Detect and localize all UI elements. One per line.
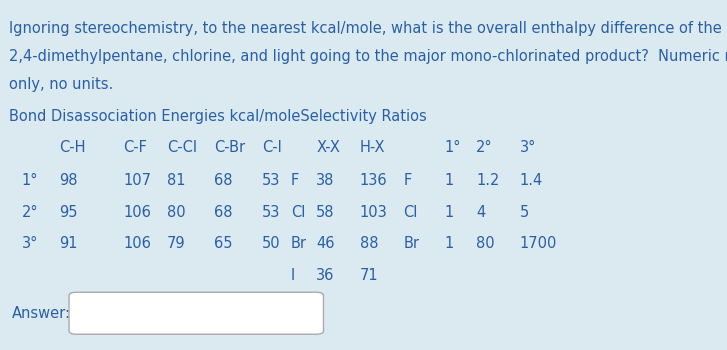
Text: 68: 68 xyxy=(214,205,233,220)
Text: Bond Disassociation Energies kcal/moleSelectivity Ratios: Bond Disassociation Energies kcal/moleSe… xyxy=(9,108,427,124)
Text: 106: 106 xyxy=(124,236,151,251)
Text: Answer:: Answer: xyxy=(12,306,71,321)
Text: F: F xyxy=(403,173,411,188)
Text: C-F: C-F xyxy=(124,140,148,155)
Text: 46: 46 xyxy=(316,236,334,251)
Text: H-X: H-X xyxy=(360,140,385,155)
Text: Cl: Cl xyxy=(403,205,418,220)
Text: 38: 38 xyxy=(316,173,334,188)
Text: 2,4-dimethylpentane, chlorine, and light going to the major mono-chlorinated pro: 2,4-dimethylpentane, chlorine, and light… xyxy=(9,49,727,64)
Text: 95: 95 xyxy=(60,205,78,220)
Text: F: F xyxy=(291,173,299,188)
Text: 36: 36 xyxy=(316,268,334,283)
Text: 81: 81 xyxy=(167,173,185,188)
Text: 5: 5 xyxy=(520,205,529,220)
Text: 53: 53 xyxy=(262,173,280,188)
Text: 4: 4 xyxy=(476,205,486,220)
Text: 80: 80 xyxy=(476,236,495,251)
Text: 1.2: 1.2 xyxy=(476,173,499,188)
Text: 1°: 1° xyxy=(22,173,39,188)
Text: 71: 71 xyxy=(360,268,379,283)
Text: 1°: 1° xyxy=(445,140,462,155)
Text: C-I: C-I xyxy=(262,140,281,155)
Text: Cl: Cl xyxy=(291,205,305,220)
Text: 65: 65 xyxy=(214,236,233,251)
Text: 103: 103 xyxy=(360,205,387,220)
Text: 1.4: 1.4 xyxy=(520,173,543,188)
Text: 98: 98 xyxy=(60,173,78,188)
Text: 107: 107 xyxy=(124,173,152,188)
Text: C-H: C-H xyxy=(60,140,86,155)
Text: 3°: 3° xyxy=(22,236,39,251)
Text: 1: 1 xyxy=(445,173,454,188)
Text: C-Cl: C-Cl xyxy=(167,140,197,155)
Text: C-Br: C-Br xyxy=(214,140,246,155)
Text: Br: Br xyxy=(403,236,419,251)
Text: I: I xyxy=(291,268,295,283)
Text: 68: 68 xyxy=(214,173,233,188)
Text: 1: 1 xyxy=(445,236,454,251)
Text: 106: 106 xyxy=(124,205,151,220)
Text: 1700: 1700 xyxy=(520,236,557,251)
Text: only, no units.: only, no units. xyxy=(9,77,113,92)
Text: 80: 80 xyxy=(167,205,186,220)
Text: 50: 50 xyxy=(262,236,281,251)
Text: 136: 136 xyxy=(360,173,387,188)
Text: 88: 88 xyxy=(360,236,378,251)
FancyBboxPatch shape xyxy=(69,292,324,334)
Text: Ignoring stereochemistry, to the nearest kcal/mole, what is the overall enthalpy: Ignoring stereochemistry, to the nearest… xyxy=(9,21,727,36)
Text: 2°: 2° xyxy=(22,205,39,220)
Text: 58: 58 xyxy=(316,205,334,220)
Text: 53: 53 xyxy=(262,205,280,220)
Text: Br: Br xyxy=(291,236,307,251)
Text: 79: 79 xyxy=(167,236,186,251)
Text: 91: 91 xyxy=(60,236,78,251)
Text: 1: 1 xyxy=(445,205,454,220)
Text: 3°: 3° xyxy=(520,140,537,155)
Text: X-X: X-X xyxy=(316,140,340,155)
Text: 2°: 2° xyxy=(476,140,493,155)
